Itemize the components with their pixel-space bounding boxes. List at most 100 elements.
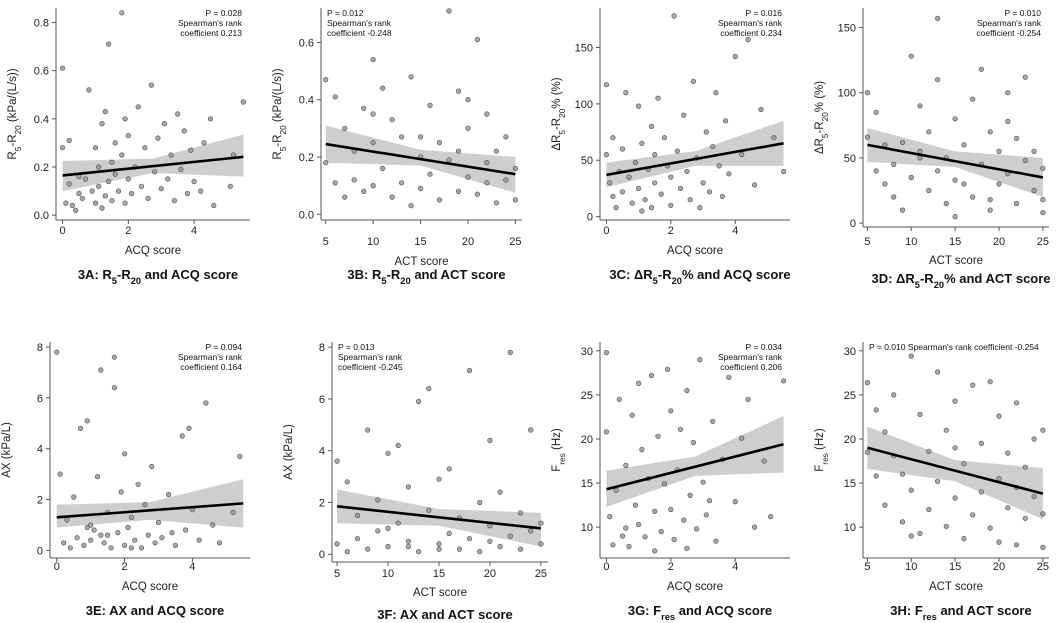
data-points	[603, 350, 787, 554]
data-point	[436, 197, 443, 203]
data-point	[118, 489, 124, 495]
data-point	[375, 528, 381, 534]
y-axis-label: R5-R20 (kPa/(L/s))	[272, 68, 288, 159]
data-point	[917, 155, 923, 161]
data-point	[203, 400, 209, 406]
data-point	[99, 120, 105, 127]
text-segment: -R	[658, 267, 672, 282]
subscript-text: 5	[821, 133, 830, 138]
data-point	[186, 425, 192, 432]
panel-caption: 3D: ΔR5-R20% and ACT score	[871, 271, 1050, 290]
x-tick-label: 15	[949, 561, 961, 573]
data-point	[961, 142, 967, 148]
data-point	[323, 160, 329, 166]
x-tick-label: 2	[668, 561, 674, 573]
data-point	[210, 522, 216, 528]
data-point	[240, 99, 246, 105]
data-point	[899, 471, 906, 477]
y-tick-label: 0.2	[299, 152, 314, 164]
data-point	[155, 519, 162, 526]
data-point	[716, 163, 722, 169]
data-point	[418, 134, 424, 140]
data-point	[484, 180, 490, 186]
data-point	[119, 152, 125, 158]
x-tick-label: 0	[603, 561, 609, 573]
data-point	[528, 528, 534, 534]
data-point	[487, 437, 493, 444]
data-point	[389, 194, 395, 200]
data-point	[465, 97, 471, 103]
subscript-text: res	[558, 453, 567, 464]
data-points	[59, 10, 246, 213]
data-point	[732, 499, 738, 505]
data-point	[125, 176, 131, 182]
data-point	[987, 207, 993, 213]
text-segment: -R	[551, 118, 563, 130]
confidence-band	[606, 416, 784, 507]
data-point	[652, 508, 658, 514]
data-point	[603, 152, 610, 158]
y-axis-label: AX (kPa/L)	[1, 422, 13, 478]
data-point	[342, 194, 348, 200]
text-segment: and ACQ score	[141, 267, 238, 282]
data-point	[507, 349, 513, 356]
data-point	[908, 53, 914, 59]
data-point	[86, 87, 92, 93]
data-point	[1040, 197, 1046, 203]
confidence-band	[606, 120, 784, 188]
data-point	[408, 203, 414, 209]
data-point	[970, 382, 976, 388]
x-tick-label: 10	[905, 236, 917, 248]
data-point	[658, 191, 664, 197]
data-point	[648, 123, 655, 129]
data-point	[109, 159, 115, 165]
x-tick-label: 10	[905, 561, 917, 573]
text-segment: -R	[920, 271, 934, 286]
data-point	[722, 118, 729, 124]
x-tick-label: 15	[433, 568, 445, 580]
data-point	[344, 479, 350, 485]
stats-annotation: P = 0.016	[746, 8, 783, 18]
data-point	[619, 189, 626, 195]
y-axis-label: Fres (Hz)	[814, 428, 830, 472]
data-point	[128, 514, 134, 520]
text-segment: -R	[387, 267, 401, 282]
data-point	[60, 540, 67, 546]
data-point	[1005, 90, 1011, 96]
y-tick-label: 0.4	[299, 95, 314, 107]
y-tick-label: 30	[844, 346, 856, 358]
data-point	[917, 103, 923, 109]
data-point	[632, 502, 639, 508]
data-point	[112, 171, 118, 177]
text-segment: AX (kPa/L)	[1, 422, 13, 478]
x-axis-label: ACT score	[929, 255, 983, 267]
regression-line	[867, 446, 1044, 495]
data-point	[66, 181, 72, 187]
data-point	[59, 65, 66, 71]
y-tick-label: 15	[844, 478, 856, 490]
y-axis-label: ΔR5-R20% (%)	[551, 77, 567, 150]
confidence-band	[56, 479, 244, 528]
y-axis-label: Fres (Hz)	[551, 428, 567, 472]
data-point	[700, 479, 706, 485]
data-point	[446, 157, 452, 163]
data-point	[1031, 148, 1037, 154]
data-point	[687, 197, 693, 203]
data-point	[57, 471, 63, 477]
data-point	[882, 502, 888, 508]
data-point	[713, 89, 719, 96]
x-tick-label: 25	[1037, 561, 1049, 573]
data-point	[758, 106, 764, 113]
data-point	[74, 535, 80, 541]
data-point	[175, 111, 181, 117]
data-point	[399, 134, 405, 140]
data-point	[111, 354, 117, 360]
data-point	[354, 512, 361, 519]
data-point	[145, 532, 151, 538]
data-point	[1013, 400, 1020, 406]
data-point	[978, 66, 985, 72]
data-point	[996, 413, 1002, 419]
data-point	[88, 537, 94, 543]
data-point	[138, 183, 145, 189]
